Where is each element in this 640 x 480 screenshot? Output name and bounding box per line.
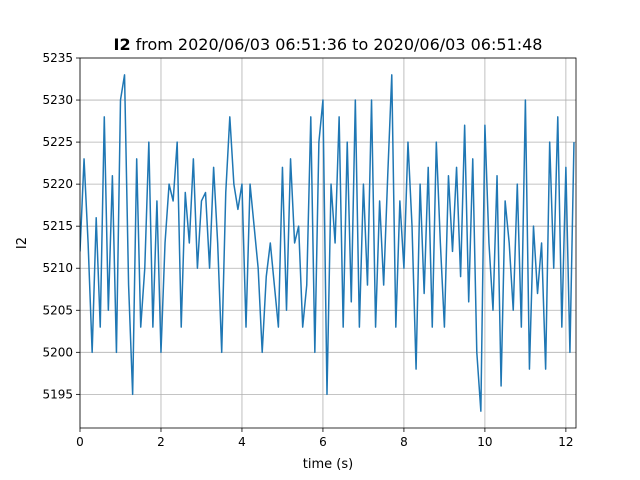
x-tick-label: 6	[319, 435, 327, 449]
y-tick-label: 5210	[42, 261, 73, 275]
y-tick-label: 5225	[42, 135, 73, 149]
data-line	[80, 74, 575, 412]
y-tick-label: 5235	[42, 51, 73, 65]
y-tick-label: 5195	[42, 387, 73, 401]
plot-frame	[79, 57, 577, 429]
x-axis-label: time (s)	[303, 457, 353, 472]
x-tick-label: 10	[477, 435, 492, 449]
chart-title: I2 from 2020/06/03 06:51:36 to 2020/06/03…	[114, 35, 543, 54]
y-tick-label: 5200	[42, 345, 73, 359]
x-tick-label: 2	[157, 435, 165, 449]
x-tick-label: 8	[400, 435, 408, 449]
y-tick-label: 5230	[42, 93, 73, 107]
x-tick-label: 12	[558, 435, 573, 449]
title-variable: I2	[114, 35, 131, 54]
y-tick-label: 5215	[42, 219, 73, 233]
x-tick-label: 0	[76, 435, 84, 449]
y-tick-label: 5205	[42, 303, 73, 317]
x-tick-label: 4	[238, 435, 246, 449]
title-text: from 2020/06/03 06:51:36 to 2020/06/03 0…	[136, 35, 543, 54]
y-tick-label: 5220	[42, 177, 73, 191]
y-axis-label: I2	[15, 237, 30, 249]
